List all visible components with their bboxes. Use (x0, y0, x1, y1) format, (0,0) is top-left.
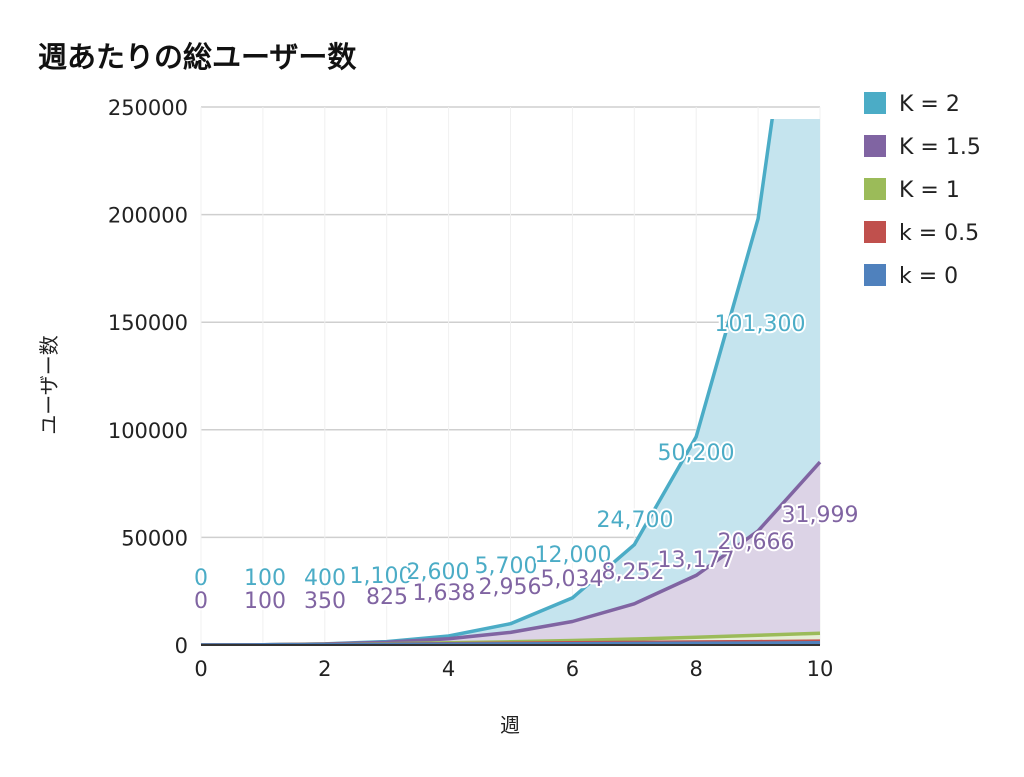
x-tick-label: 6 (566, 657, 579, 681)
y-axis-ticks: 0 50000 100000 150000 200000 250000 (108, 96, 188, 658)
x-tick-label: 4 (442, 657, 455, 681)
x-axis-ticks: 0 2 4 6 8 10 (194, 657, 833, 681)
legend-swatch (864, 221, 886, 243)
legend-entry: K = 2 (899, 92, 960, 117)
x-tick-label: 8 (690, 657, 703, 681)
data-label: 8,252 (602, 560, 665, 585)
data-label: 5,700 (475, 554, 538, 579)
legend-entry: K = 1.5 (899, 135, 981, 160)
data-label: 31,999 (782, 503, 859, 528)
y-axis-label: ユーザー数 (37, 335, 61, 435)
legend-swatch (864, 92, 886, 114)
chart-title: 週あたりの総ユーザー数 (38, 40, 357, 74)
y-tick-label: 50000 (121, 526, 188, 550)
data-label: 2,600 (407, 560, 470, 585)
data-label: 5,034 (541, 567, 604, 592)
data-label: 24,700 (597, 508, 674, 533)
data-label: 2,956 (479, 575, 542, 600)
legend-swatch (864, 264, 886, 286)
legend-swatch (864, 135, 886, 157)
y-tick-label: 100000 (108, 419, 188, 443)
data-label: 0 (194, 566, 208, 591)
y-tick-label: 200000 (108, 204, 188, 228)
legend-entry: k = 0.5 (899, 221, 979, 246)
x-tick-label: 10 (807, 657, 834, 681)
legend-swatch (864, 178, 886, 200)
data-label: 13,177 (658, 548, 735, 573)
x-tick-label: 2 (318, 657, 331, 681)
x-axis-label: 週 (500, 713, 520, 737)
data-label: 12,000 (535, 543, 612, 568)
data-label: 100 (244, 566, 286, 591)
y-tick-label: 0 (175, 634, 188, 658)
series-area (201, 119, 820, 645)
data-label: 400 (304, 566, 346, 591)
data-label: 825 (366, 585, 408, 610)
data-label: 1,638 (413, 581, 476, 606)
data-label: 101,300 (715, 312, 806, 337)
data-label: 20,666 (718, 530, 795, 555)
legend-entry: k = 0 (899, 264, 958, 289)
x-tick-label: 0 (194, 657, 207, 681)
y-tick-label: 250000 (108, 96, 188, 120)
legend: K = 2 K = 1.5 K = 1 k = 0.5 k = 0 (864, 92, 981, 289)
data-label: 50,200 (658, 441, 735, 466)
data-label: 0 (194, 589, 208, 614)
y-tick-label: 150000 (108, 311, 188, 335)
series-area (201, 462, 820, 645)
data-label: 350 (304, 589, 346, 614)
data-label: 1,100 (350, 564, 413, 589)
legend-entry: K = 1 (899, 178, 960, 203)
data-label: 100 (244, 589, 286, 614)
